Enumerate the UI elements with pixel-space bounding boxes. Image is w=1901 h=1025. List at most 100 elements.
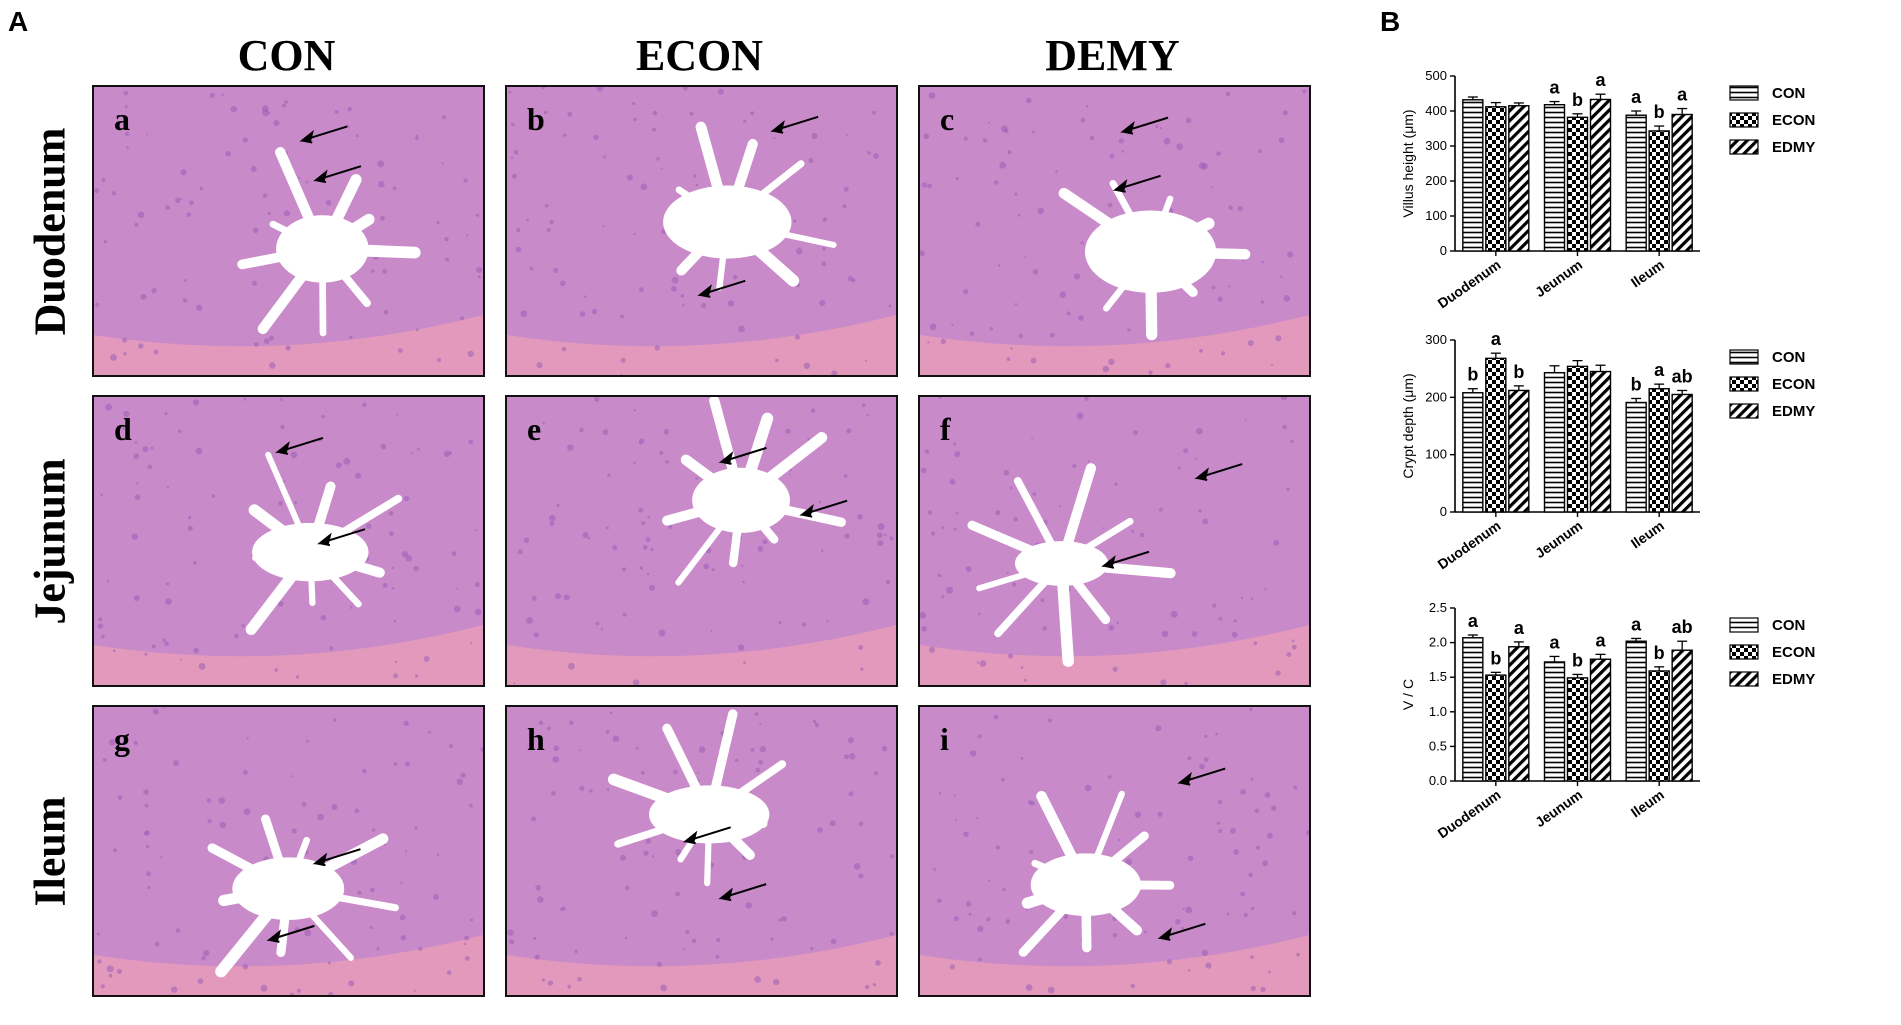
lumen-crevice: [305, 546, 385, 578]
cell-speckle: [263, 338, 270, 344]
cell-speckle: [199, 186, 204, 191]
cell-speckle: [1080, 241, 1084, 245]
cell-speckle: [469, 803, 473, 808]
cell-speckle: [320, 614, 327, 621]
cell-speckle: [1014, 303, 1018, 306]
significance-letter: ab: [1672, 366, 1693, 386]
cell-speckle: [843, 474, 848, 478]
cell-speckle: [1108, 624, 1115, 631]
cell-speckle: [1273, 539, 1280, 546]
cell-speckle: [547, 980, 554, 986]
cell-speckle: [1216, 821, 1221, 825]
cell-speckle: [294, 501, 297, 505]
cell-speckle: [794, 334, 800, 340]
micrograph-image: [94, 707, 483, 995]
cell-speckle: [448, 743, 454, 749]
lumen-crevice: [1018, 880, 1091, 957]
legend-label-econ: ECON: [1772, 644, 1815, 661]
cell-speckle: [122, 427, 126, 431]
cell-speckle: [933, 867, 936, 871]
cell-speckle: [1287, 251, 1294, 258]
micrograph-image: [507, 707, 896, 995]
lumen-crevice: [1144, 217, 1215, 258]
cell-speckle: [1017, 213, 1021, 217]
micrograph-label-a: a: [114, 101, 130, 137]
cell-speckle: [846, 428, 852, 434]
lumen-crevice: [736, 496, 779, 544]
y-tick-label: 1.0: [1429, 704, 1447, 719]
significance-letter: b: [1654, 643, 1665, 663]
y-tick-label: 100: [1425, 208, 1447, 223]
cell-speckle: [1275, 670, 1281, 676]
cell-speckle: [651, 855, 655, 858]
significance-letter: a: [1491, 329, 1502, 349]
lumen-crevice: [1144, 246, 1158, 341]
cell-speckle: [154, 941, 160, 947]
legend-label-edmy: EDMY: [1772, 671, 1815, 688]
cell-speckle: [164, 412, 168, 415]
cell-speckle: [1201, 949, 1208, 957]
cell-speckle: [1080, 117, 1086, 123]
lumen-crevice: [275, 147, 328, 255]
cell-speckle: [282, 103, 286, 108]
cell-speckle: [1250, 597, 1254, 601]
cell-speckle: [1042, 626, 1047, 631]
cell-speckle: [396, 413, 399, 416]
cell-speckle: [1155, 725, 1162, 732]
cell-speckle: [1102, 527, 1105, 530]
cell-speckle: [1163, 137, 1171, 145]
cell-speckle: [250, 165, 257, 172]
cell-speckle: [652, 110, 658, 116]
cell-speckle: [138, 343, 144, 349]
cell-speckle: [781, 916, 787, 922]
cell-speckle: [243, 808, 251, 816]
cell-speckle: [1293, 785, 1298, 790]
cell-speckle: [463, 178, 468, 183]
cell-speckle: [1262, 860, 1269, 867]
cell-speckle: [543, 110, 548, 115]
cell-speckle: [569, 720, 574, 725]
cell-speckle: [460, 316, 464, 321]
cell-speckle: [153, 349, 159, 355]
cell-speckle: [541, 978, 545, 982]
cell-speckle: [1032, 269, 1039, 275]
cell-speckle: [113, 848, 117, 853]
cell-speckle: [1271, 805, 1277, 811]
cell-speckle: [819, 300, 826, 307]
bar-edmy: [1671, 393, 1693, 513]
cell-speckle: [743, 661, 746, 665]
y-tick-label: 400: [1425, 103, 1447, 118]
column-header-econ: ECON: [635, 31, 764, 80]
cell-speckle: [775, 358, 779, 363]
cell-speckle: [1031, 437, 1034, 440]
cell-speckle: [567, 984, 572, 989]
cell-speckle: [864, 359, 867, 362]
cell-speckle: [759, 722, 762, 725]
cell-speckle: [179, 198, 182, 201]
cell-speckle: [321, 414, 325, 419]
cell-speckle: [633, 117, 637, 122]
cell-speckle: [94, 188, 100, 194]
cell-speckle: [1211, 285, 1216, 290]
lumen-crevice: [1147, 195, 1174, 255]
cell-speckle: [1010, 347, 1013, 350]
cell-speckle: [969, 331, 975, 336]
cell-speckle: [1013, 517, 1018, 522]
cell-speckle: [789, 469, 793, 472]
cell-speckle: [953, 442, 957, 446]
cell-speckle: [561, 346, 567, 352]
cell-speckle: [889, 854, 895, 859]
cell-speckle: [1218, 829, 1223, 833]
cell-speckle: [166, 486, 170, 489]
micrograph-b: b: [505, 85, 898, 377]
cell-speckle: [1228, 205, 1233, 210]
cell-speckle: [1078, 315, 1084, 321]
cell-speckle: [196, 304, 203, 311]
cell-speckle: [1125, 858, 1132, 866]
cell-speckle: [123, 410, 130, 418]
lumen-crevice: [709, 397, 747, 506]
villus-arrow: [1194, 463, 1243, 482]
lumen-crevice: [705, 760, 787, 819]
cell-speckle: [382, 269, 388, 274]
cell-speckle: [436, 853, 440, 857]
